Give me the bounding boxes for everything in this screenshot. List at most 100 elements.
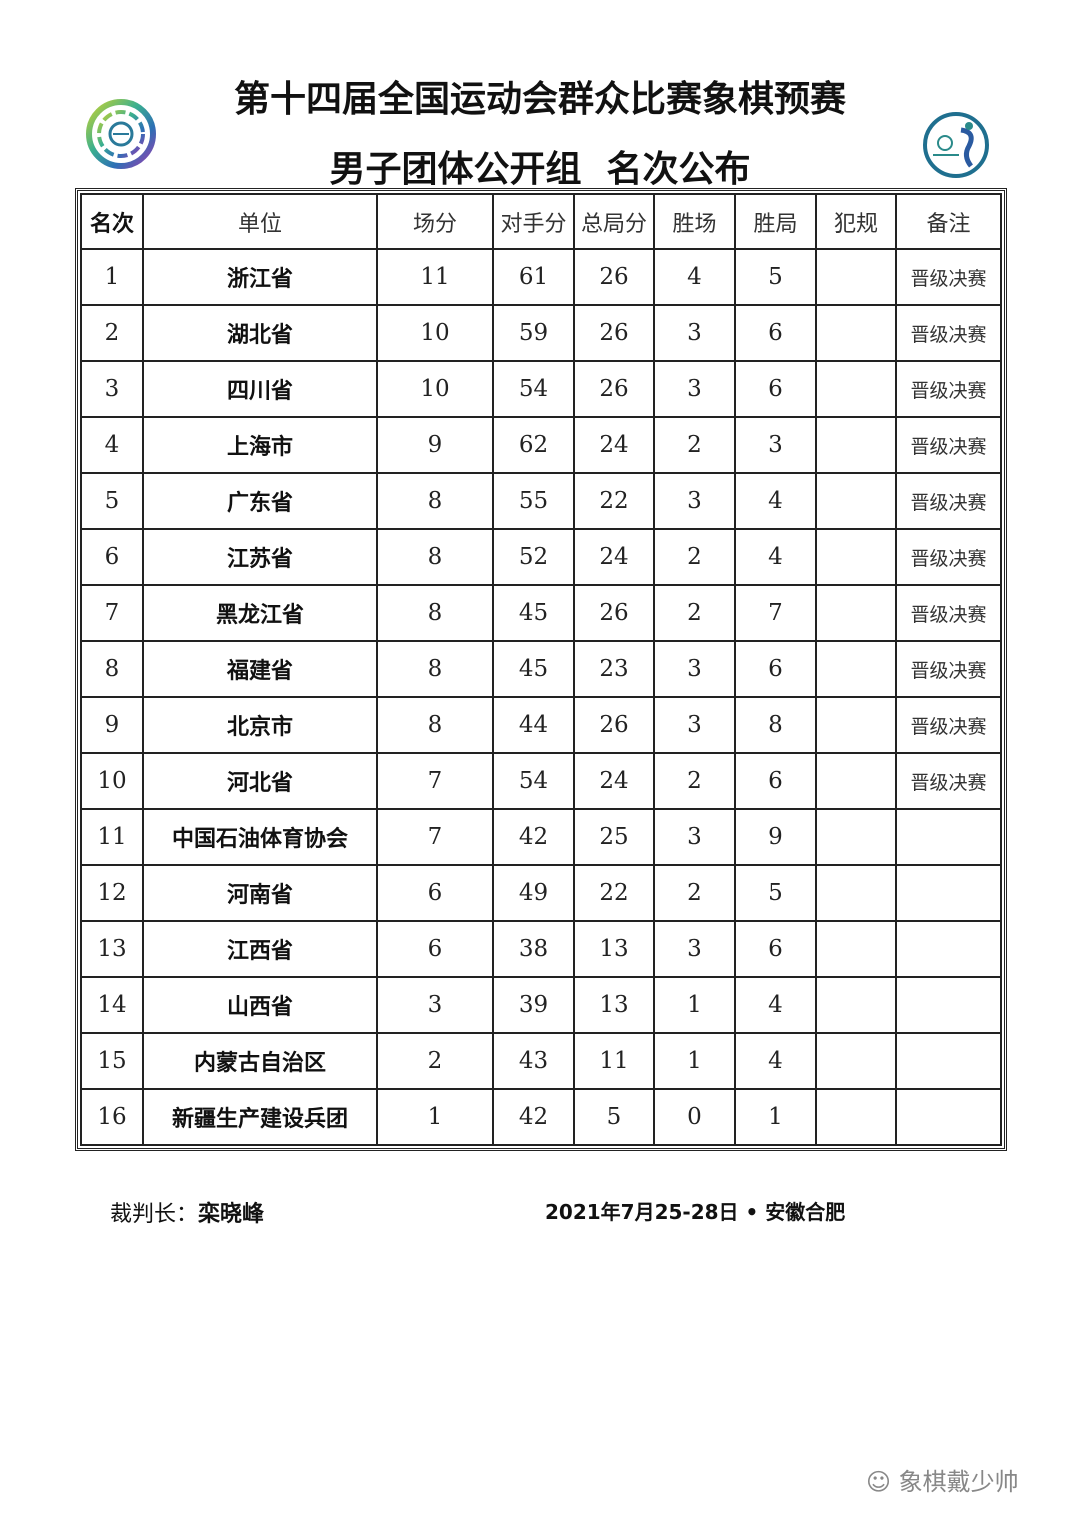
cell-total-game-points: 26 [573,248,655,306]
cell-fouls [815,696,897,754]
cell-match-wins: 3 [653,808,736,866]
cell-unit: 江西省 [142,920,378,978]
cell-game-wins: 6 [734,360,817,418]
cell-fouls [815,304,897,362]
cell-match-points: 8 [376,640,494,698]
table-row: 10 河北省 7 54 24 2 6 晋级决赛 [80,752,1002,810]
cell-unit: 浙江省 [142,248,378,306]
table-row: 4 上海市 9 62 24 2 3 晋级决赛 [80,416,1002,474]
cell-opponent-points: 49 [492,864,575,922]
cell-fouls [815,976,897,1034]
referee-label: 裁判长： [110,1202,199,1227]
cell-match-wins: 2 [653,864,736,922]
cell-game-wins: 6 [734,920,817,978]
cell-game-wins: 9 [734,808,817,866]
cell-match-points: 7 [376,752,494,810]
cell-match-wins: 3 [653,360,736,418]
table-row: 7 黑龙江省 8 45 26 2 7 晋级决赛 [80,584,1002,642]
cell-total-game-points: 24 [573,528,655,586]
cell-match-points: 8 [376,584,494,642]
cell-match-points: 8 [376,472,494,530]
cell-total-game-points: 24 [573,416,655,474]
cell-unit: 上海市 [142,416,378,474]
cell-total-game-points: 26 [573,584,655,642]
cell-fouls [815,472,897,530]
table-row: 1 浙江省 11 61 26 4 5 晋级决赛 [80,248,1002,306]
cell-opponent-points: 45 [492,640,575,698]
cell-remarks: 晋级决赛 [895,360,1002,418]
cell-remarks: 晋级决赛 [895,304,1002,362]
watermark: ☺ 象棋戴少帅 [866,1462,1019,1497]
cell-opponent-points: 62 [492,416,575,474]
column-header-game-wins: 胜局 [734,193,817,250]
cell-unit: 河北省 [142,752,378,810]
chief-referee: 裁判长：栾晓峰 [110,1196,264,1228]
cell-fouls [815,528,897,586]
cell-remarks [895,1032,1002,1090]
column-header-remarks: 备注 [895,193,1002,250]
table-row: 3 四川省 10 54 26 3 6 晋级决赛 [80,360,1002,418]
cell-remarks [895,1088,1002,1146]
cell-rank: 14 [80,976,144,1034]
cell-rank: 1 [80,248,144,306]
cell-opponent-points: 52 [492,528,575,586]
cell-unit: 江苏省 [142,528,378,586]
table-row: 15 内蒙古自治区 2 43 11 1 4 [80,1032,1002,1090]
table-row: 8 福建省 8 45 23 3 6 晋级决赛 [80,640,1002,698]
cell-total-game-points: 23 [573,640,655,698]
table-row: 16 新疆生产建设兵团 1 42 5 0 1 [80,1088,1002,1146]
cell-total-game-points: 22 [573,864,655,922]
cell-remarks [895,864,1002,922]
cell-opponent-points: 42 [492,808,575,866]
cell-remarks: 晋级决赛 [895,528,1002,586]
cell-unit: 山西省 [142,976,378,1034]
cell-fouls [815,1032,897,1090]
cell-remarks: 晋级决赛 [895,584,1002,642]
referee-name: 栾晓峰 [198,1202,265,1227]
cell-match-wins: 2 [653,528,736,586]
page-title: 第十四届全国运动会群众比赛象棋预赛 [233,79,846,120]
cell-unit: 新疆生产建设兵团 [142,1088,378,1146]
table-row: 14 山西省 3 39 13 1 4 [80,976,1002,1034]
cell-remarks [895,920,1002,978]
cell-match-points: 6 [376,864,494,922]
cell-total-game-points: 13 [573,976,655,1034]
cell-remarks: 晋级决赛 [895,640,1002,698]
cell-total-game-points: 24 [573,752,655,810]
cell-rank: 9 [80,696,144,754]
cell-rank: 2 [80,304,144,362]
cell-opponent-points: 54 [492,752,575,810]
cell-remarks [895,808,1002,866]
column-header-unit: 单位 [142,193,378,250]
cell-match-wins: 2 [653,752,736,810]
cell-game-wins: 6 [734,752,817,810]
cell-game-wins: 5 [734,864,817,922]
cell-total-game-points: 13 [573,920,655,978]
cell-match-points: 6 [376,920,494,978]
cell-game-wins: 8 [734,696,817,754]
cell-rank: 6 [80,528,144,586]
cell-fouls [815,248,897,306]
cell-fouls [815,864,897,922]
cell-remarks: 晋级决赛 [895,752,1002,810]
cell-opponent-points: 38 [492,920,575,978]
page-subtitle: 男子团体公开组 名次公布 [329,149,751,190]
cell-fouls [815,360,897,418]
cell-game-wins: 4 [734,472,817,530]
table-row: 6 江苏省 8 52 24 2 4 晋级决赛 [80,528,1002,586]
cell-rank: 13 [80,920,144,978]
cell-match-wins: 3 [653,304,736,362]
cell-remarks: 晋级决赛 [895,248,1002,306]
cell-match-wins: 4 [653,248,736,306]
cell-match-points: 8 [376,528,494,586]
cell-game-wins: 4 [734,1032,817,1090]
cell-fouls [815,640,897,698]
table-row: 5 广东省 8 55 22 3 4 晋级决赛 [80,472,1002,530]
cell-game-wins: 6 [734,640,817,698]
cell-fouls [815,1088,897,1146]
cell-total-game-points: 25 [573,808,655,866]
cell-game-wins: 1 [734,1088,817,1146]
table-row: 9 北京市 8 44 26 3 8 晋级决赛 [80,696,1002,754]
column-header-fouls: 犯规 [815,193,897,250]
wechat-icon: ☺ [866,1468,899,1496]
